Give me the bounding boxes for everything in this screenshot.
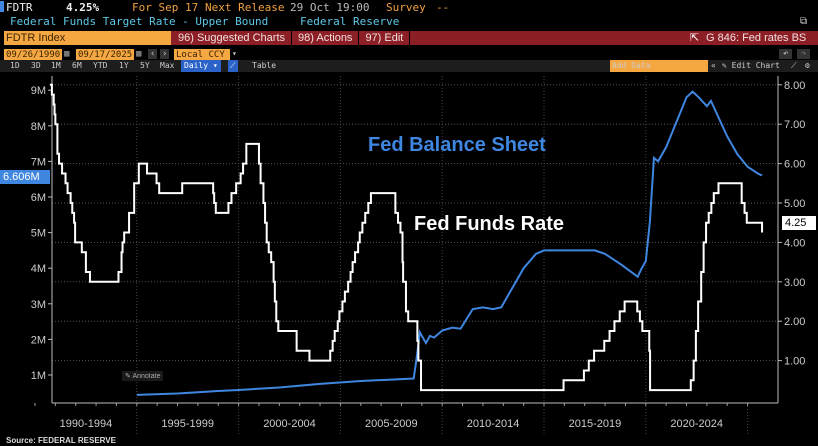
ticker: FDTR <box>6 1 33 14</box>
popout-icon[interactable]: ⧉ <box>800 16 808 27</box>
edit-menu[interactable]: 97) Edit <box>359 31 411 45</box>
right-tick-label: 3.00 <box>784 277 805 289</box>
current-value: 4.25% <box>66 1 100 14</box>
next-arrow-icon[interactable]: › <box>160 49 170 59</box>
security-input[interactable]: FDTR Index <box>4 31 171 45</box>
right-tick-label: 6.00 <box>784 159 805 171</box>
period-max[interactable]: Max <box>160 61 175 70</box>
ticker-marker <box>0 1 4 12</box>
period-3d[interactable]: 3D <box>31 61 41 70</box>
survey-value: -- <box>436 1 450 14</box>
left-tick-label: 4M <box>31 263 46 275</box>
fed-funds-line <box>49 83 764 392</box>
x-tick-label: 1995-1999 <box>161 418 214 430</box>
security-description: Federal Funds Target Rate - Upper Bound <box>10 15 269 28</box>
balance-sheet-last-value: 6.606M <box>0 170 50 184</box>
period-1d[interactable]: 1D <box>10 61 20 70</box>
right-tick-label: 4.00 <box>784 237 805 249</box>
right-tick-label: 8.00 <box>784 80 805 92</box>
x-tick-label: 2015-2019 <box>569 418 622 430</box>
left-tick-label: 2M <box>31 334 46 346</box>
redo-icon[interactable]: ↷ <box>797 49 811 59</box>
left-tick-label: 1M <box>31 370 46 382</box>
x-tick-label: 2000-2004 <box>263 418 316 430</box>
x-tick-label: 2020-2024 <box>670 418 723 430</box>
left-tick-label: 8M <box>31 121 46 133</box>
x-tick-label: 2005-2009 <box>365 418 418 430</box>
start-date-input[interactable]: 09/26/1990 <box>4 49 62 62</box>
table-button[interactable]: Table <box>252 61 277 70</box>
end-date-input[interactable]: 09/17/2025 <box>76 49 134 62</box>
series-label-fed-funds: Fed Funds Rate <box>414 213 565 235</box>
period-ytd[interactable]: YTD <box>93 61 108 70</box>
left-tick-label: 5M <box>31 228 46 240</box>
add-data-input[interactable]: Add Data <box>610 60 708 72</box>
frequency-select[interactable]: Daily ▾ <box>181 60 221 72</box>
undo-icon[interactable]: ↶ <box>779 49 793 59</box>
left-tick-label: 6M <box>31 192 46 204</box>
period-1y[interactable]: 1Y <box>119 61 129 70</box>
source-name: Federal Reserve <box>300 15 400 28</box>
currency-select[interactable]: Local CCY <box>174 49 230 62</box>
fed-funds-last-value: 4.25 <box>782 216 816 230</box>
edit-chart-label: Edit Chart <box>731 61 780 70</box>
chart-name: G 846: Fed rates BS <box>706 32 807 44</box>
source-note: Source: FEDERAL RESERVE <box>6 436 116 445</box>
x-tick-label: 2010-2014 <box>467 418 520 430</box>
period-5y[interactable]: 5Y <box>140 61 150 70</box>
right-tick-label: 1.00 <box>784 356 805 368</box>
period-1m[interactable]: 1M <box>51 61 61 70</box>
next-release-value: 29 Oct 19:00 <box>290 1 370 14</box>
open-external-icon[interactable]: ⇱ <box>690 32 700 44</box>
x-tick-label: 1990-1994 <box>60 418 113 430</box>
right-tick-label: 7.00 <box>784 119 805 131</box>
actions-menu[interactable]: 98) Actions <box>292 31 360 45</box>
suggested-charts-menu[interactable]: 96) Suggested Charts <box>172 31 293 45</box>
series-label-balance-sheet: Fed Balance Sheet <box>368 134 546 156</box>
annotate-button[interactable]: ✎ Annotate <box>122 371 164 381</box>
annotate-label: Annotate <box>132 373 161 380</box>
prev-arrow-icon[interactable]: ‹ <box>148 49 158 59</box>
collapse-icon[interactable]: « <box>711 61 716 70</box>
calendar-icon[interactable]: ▦ <box>136 49 142 59</box>
chart-style-icon[interactable]: ⟋ <box>791 61 797 70</box>
menu-group: 96) Suggested Charts 98) Actions 97) Edi… <box>172 31 411 45</box>
line-chart-icon[interactable]: ⟋ <box>228 60 238 72</box>
left-tick-label: 3M <box>31 299 46 311</box>
left-tick-label: 7M <box>31 156 46 168</box>
period-6m[interactable]: 6M <box>72 61 82 70</box>
left-tick-label: 9M <box>31 85 46 97</box>
survey-label: Survey <box>386 1 426 14</box>
right-tick-label: 2.00 <box>784 316 805 328</box>
edit-chart-button[interactable]: ✎ Edit Chart <box>722 61 780 70</box>
next-release-label: Next Release <box>205 1 285 14</box>
balance-sheet-line <box>136 90 763 396</box>
calendar-icon[interactable]: ▦ <box>64 49 70 59</box>
frequency-label: Daily <box>184 61 209 70</box>
right-tick-label: 5.00 <box>784 198 805 210</box>
settings-icon[interactable]: ⚙ <box>805 61 810 70</box>
currency-dropdown-icon[interactable]: ▾ <box>232 49 237 58</box>
for-date: For Sep 17 <box>132 1 199 14</box>
